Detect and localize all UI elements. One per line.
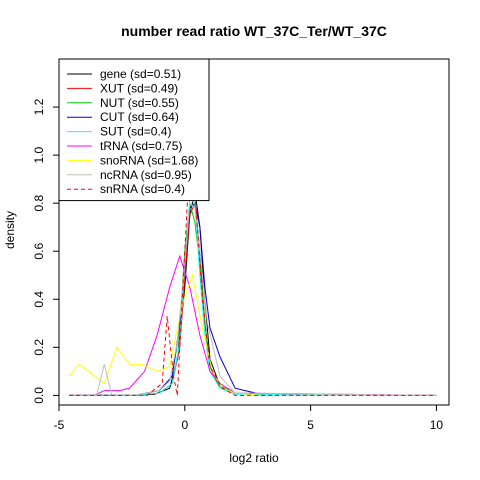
y-tick-label: 0.6: [32, 243, 46, 260]
chart-title: number read ratio WT_37C_Ter/WT_37C: [121, 23, 387, 39]
x-tick-label: 5: [307, 418, 314, 432]
legend-label-8: snRNA (sd=0.4): [100, 182, 185, 196]
y-tick-label: 0.4: [32, 291, 46, 308]
x-tick-label: 10: [430, 418, 444, 432]
legend-label-5: tRNA (sd=0.75): [100, 139, 182, 153]
legend-label-7: ncRNA (sd=0.95): [100, 168, 192, 182]
legend-label-3: CUT (sd=0.64): [100, 110, 179, 124]
legend-label-0: gene (sd=0.51): [100, 67, 181, 81]
legend: gene (sd=0.51)XUT (sd=0.49)NUT (sd=0.55)…: [58, 58, 210, 202]
legend-label-6: snoRNA (sd=1.68): [100, 153, 198, 167]
series-line-8: [69, 189, 437, 396]
x-axis-label: log2 ratio: [229, 451, 279, 465]
axes-layer: -5 0 5 10 0.0 0.2 0.4 0.6 0.8 1.0 1.2: [32, 58, 450, 432]
x-tick-label: -5: [54, 418, 65, 432]
legend-label-4: SUT (sd=0.4): [100, 125, 171, 139]
series-line-7: [69, 202, 437, 396]
series-layer: [68, 189, 437, 396]
x-tick-label: 0: [181, 418, 188, 432]
y-tick-label: 1.2: [32, 98, 46, 115]
y-tick-label: 0.0: [32, 387, 46, 404]
legend-box: [58, 58, 210, 202]
y-tick-label: 0.8: [32, 195, 46, 212]
legend-label-1: XUT (sd=0.49): [100, 81, 178, 95]
y-axis-label: density: [3, 211, 17, 249]
y-tick-label: 0.2: [32, 339, 46, 356]
y-tick-label: 1.0: [32, 146, 46, 163]
legend-label-2: NUT (sd=0.55): [100, 96, 179, 110]
series-line-5: [69, 254, 437, 396]
